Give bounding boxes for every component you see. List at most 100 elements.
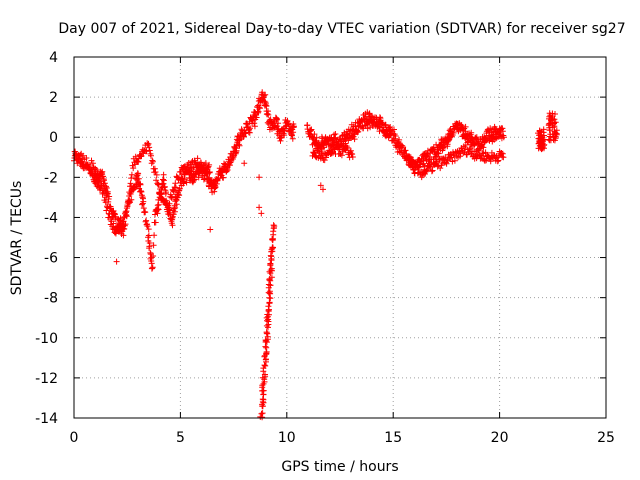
data-point	[153, 171, 160, 178]
data-point	[551, 119, 558, 126]
data-point	[265, 111, 272, 118]
data-point	[540, 126, 547, 133]
data-point	[260, 391, 267, 398]
data-point	[269, 237, 276, 244]
data-point	[83, 155, 90, 161]
data-point	[271, 224, 277, 231]
data-point	[88, 157, 95, 164]
y-tick-label: -14	[35, 411, 58, 427]
data-point	[334, 141, 341, 148]
data-point	[240, 133, 247, 140]
data-point	[172, 180, 179, 187]
data-point	[155, 181, 162, 188]
data-point	[482, 149, 489, 156]
data-point	[163, 189, 169, 196]
data-point	[160, 171, 167, 178]
data-point	[267, 270, 274, 277]
data-point	[204, 164, 211, 171]
data-point	[106, 193, 113, 200]
data-point	[125, 198, 132, 205]
data-point	[410, 166, 417, 173]
data-point	[475, 147, 482, 154]
data-point	[144, 223, 151, 230]
data-point	[120, 232, 127, 239]
x-tick-label: 20	[491, 430, 509, 446]
data-point	[194, 155, 201, 162]
data-point	[157, 190, 164, 197]
data-point	[251, 120, 258, 127]
data-point	[549, 124, 556, 131]
data-point	[149, 157, 156, 164]
data-point	[422, 168, 429, 175]
data-point	[145, 140, 152, 147]
data-point	[323, 154, 329, 161]
data-point	[462, 123, 469, 130]
data-point	[103, 207, 110, 214]
data-point	[101, 177, 107, 184]
data-point	[265, 324, 271, 331]
data-point	[266, 299, 273, 306]
data-point	[112, 229, 119, 236]
data-point	[172, 184, 179, 191]
data-point	[150, 253, 157, 259]
data-point	[95, 179, 102, 186]
data-point	[259, 414, 266, 421]
data-point	[342, 140, 349, 147]
data-point	[420, 160, 427, 167]
x-tick-label: 25	[597, 430, 615, 446]
data-point	[88, 166, 95, 173]
data-point	[487, 158, 494, 165]
x-tick-label: 10	[278, 430, 296, 446]
data-point	[462, 142, 469, 148]
data-point	[154, 180, 161, 187]
data-point	[152, 169, 159, 175]
data-point	[233, 147, 240, 154]
data-point	[150, 242, 157, 249]
data-point	[313, 134, 320, 141]
data-point	[241, 160, 248, 167]
data-point	[289, 135, 296, 142]
data-point	[157, 191, 163, 198]
data-point	[165, 204, 172, 211]
data-point	[351, 136, 358, 143]
data-point	[99, 190, 106, 197]
data-point	[266, 268, 273, 275]
data-point	[98, 183, 105, 190]
data-point	[498, 150, 505, 156]
data-point	[446, 155, 453, 162]
data-point	[91, 174, 98, 181]
data-point	[182, 176, 188, 183]
data-point	[263, 358, 269, 365]
data-point	[338, 152, 345, 159]
data-point	[122, 221, 129, 228]
data-point	[152, 219, 159, 226]
y-tick-label: 0	[49, 130, 58, 146]
data-point	[347, 147, 354, 154]
data-point	[167, 191, 174, 198]
data-point	[500, 134, 507, 141]
data-point	[132, 153, 139, 160]
data-point	[135, 158, 142, 165]
data-point	[355, 128, 362, 135]
data-point	[258, 210, 265, 217]
data-point	[416, 163, 423, 170]
data-point	[102, 194, 109, 201]
data-point	[202, 160, 209, 167]
data-point	[552, 111, 558, 117]
data-point	[258, 410, 265, 417]
data-point	[262, 362, 269, 369]
data-point	[172, 204, 179, 211]
data-point	[176, 185, 183, 192]
data-point	[135, 175, 142, 182]
data-point	[349, 151, 356, 158]
data-point	[127, 183, 133, 190]
data-point	[460, 150, 467, 157]
data-point	[80, 152, 87, 159]
data-point	[552, 133, 559, 140]
data-point	[97, 178, 103, 185]
data-point	[349, 154, 356, 160]
y-tick-label: -4	[44, 210, 58, 226]
data-point	[261, 352, 268, 359]
axis-ticks	[73, 56, 607, 419]
data-point	[171, 188, 177, 195]
